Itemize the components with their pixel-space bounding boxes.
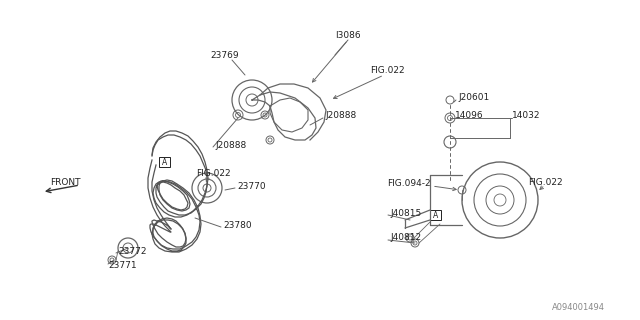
Text: J20888: J20888 <box>215 140 246 149</box>
Text: 23769: 23769 <box>210 51 239 60</box>
Text: FIG.094-2: FIG.094-2 <box>387 179 431 188</box>
Text: 23772: 23772 <box>118 247 147 257</box>
Bar <box>159 157 170 167</box>
Text: A: A <box>162 157 167 166</box>
Text: A094001494: A094001494 <box>552 302 605 311</box>
Text: 14032: 14032 <box>512 110 541 119</box>
Text: J40815: J40815 <box>390 209 421 218</box>
Text: FIG.022: FIG.022 <box>528 178 563 187</box>
Text: FIG.022: FIG.022 <box>370 66 404 75</box>
Text: J20888: J20888 <box>325 110 356 119</box>
Text: A: A <box>433 211 438 220</box>
Text: J40812: J40812 <box>390 234 421 243</box>
Text: FRONT: FRONT <box>50 178 81 187</box>
Text: 23771: 23771 <box>108 260 136 269</box>
Bar <box>430 210 441 220</box>
Text: 14096: 14096 <box>455 110 484 119</box>
Text: 23770: 23770 <box>237 181 266 190</box>
Text: FIG.022: FIG.022 <box>196 169 230 178</box>
Text: J20601: J20601 <box>458 92 489 101</box>
Text: 23780: 23780 <box>223 220 252 229</box>
Text: I3086: I3086 <box>335 30 360 39</box>
